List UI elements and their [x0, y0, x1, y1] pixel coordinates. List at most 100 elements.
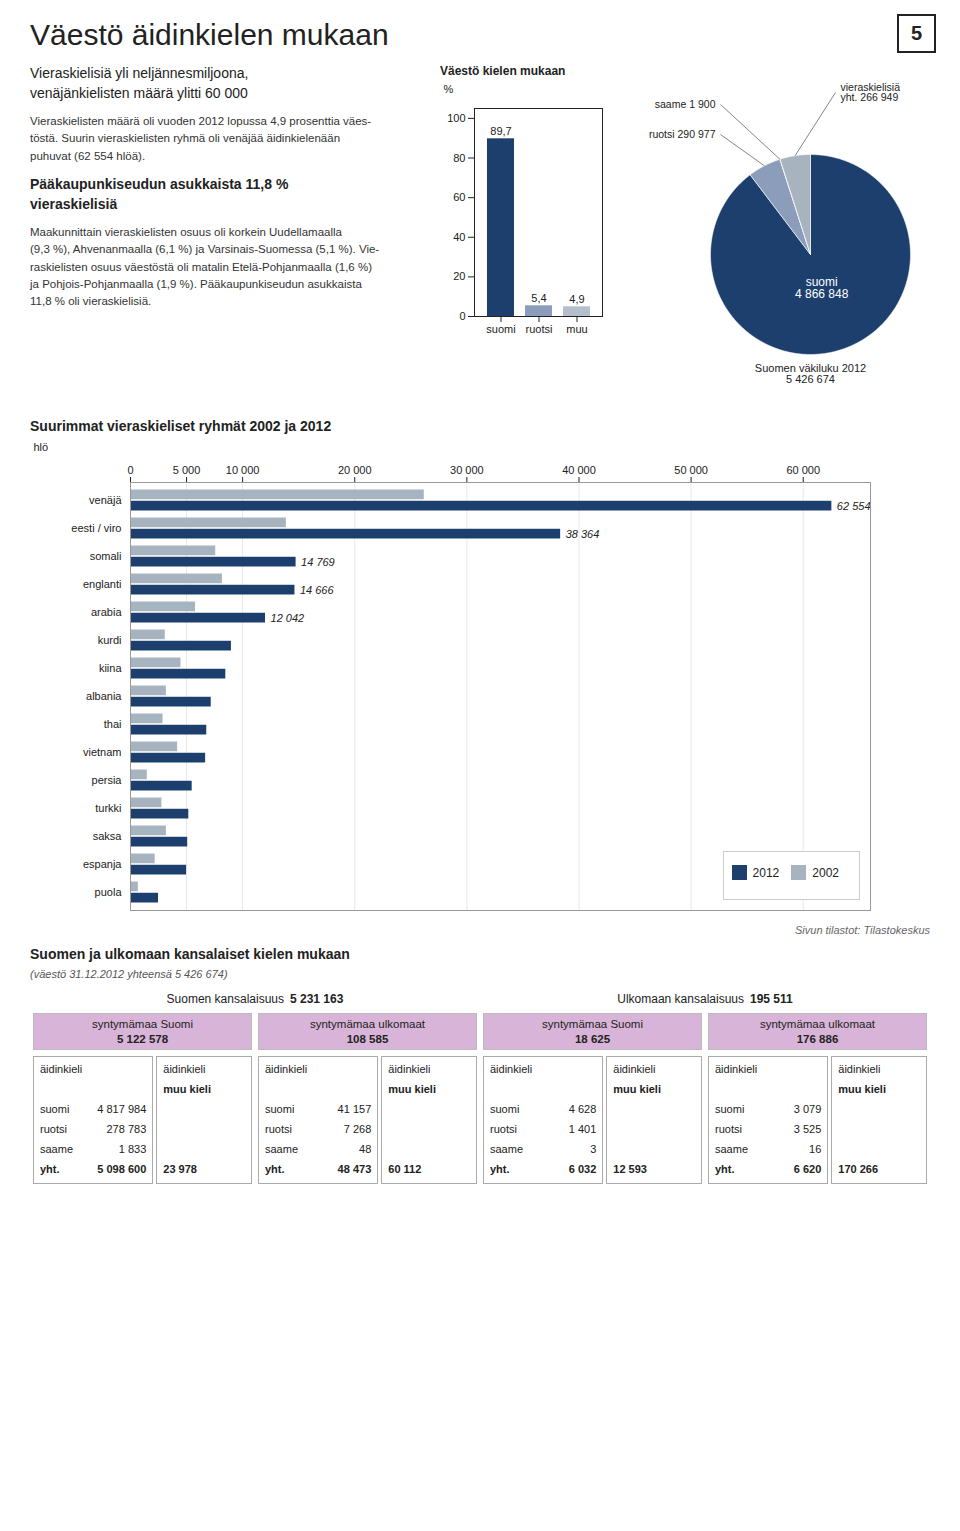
svg-text:89,7: 89,7: [490, 125, 511, 137]
svg-text:ruotsi: ruotsi: [526, 323, 553, 335]
html-text:41 157: 41 157: [337, 1103, 372, 1115]
html-text:yht.: yht.: [265, 1163, 285, 1175]
html-text:syntymämaa ulkomaat: syntymämaa ulkomaat: [310, 1018, 425, 1030]
html-text:4 817 984: 4 817 984: [97, 1103, 147, 1115]
svg-text:20 000: 20 000: [338, 464, 372, 476]
svg-text:100: 100: [447, 112, 465, 124]
svg-text:turkki: turkki: [95, 802, 121, 814]
html-text:60 112: 60 112: [388, 1163, 422, 1175]
html-text:Suomen kansalaisuus: Suomen kansalaisuus: [166, 992, 284, 1006]
html-text:ruotsi: ruotsi: [265, 1123, 292, 1135]
html-text:Väestö äidinkielen mukaan: Väestö äidinkielen mukaan: [30, 18, 389, 51]
html-text:äidinkieli: äidinkieli: [490, 1063, 533, 1075]
html-text:yht.: yht.: [40, 1163, 60, 1175]
html-text:Sivun tilastot: Tilastokeskus: Sivun tilastot: Tilastokeskus: [795, 924, 930, 936]
html-text:48: 48: [359, 1143, 372, 1155]
html-text:5 098 600: 5 098 600: [97, 1163, 147, 1175]
html-text:48 473: 48 473: [337, 1163, 372, 1175]
html-text:Vieraskielisten määrä oli vuod: Vieraskielisten määrä oli vuoden 2012 lo…: [30, 115, 372, 162]
svg-text:kiina: kiina: [99, 662, 123, 674]
html-text:176 886: 176 886: [796, 1033, 839, 1045]
svg-text:suomi: suomi: [486, 323, 515, 335]
svg-text:espanja: espanja: [83, 858, 122, 870]
svg-text:0: 0: [459, 310, 465, 322]
svg-text:vietnam: vietnam: [83, 746, 122, 758]
html-text:Suurimmat vieraskieliset ryhmä: Suurimmat vieraskieliset ryhmät 2002 ja …: [30, 418, 332, 434]
html-text:äidinkieli: äidinkieli: [388, 1063, 431, 1075]
html-text:Ulkomaan kansalaisuus: Ulkomaan kansalaisuus: [617, 992, 744, 1006]
html-text:195 511: 195 511: [750, 992, 793, 1006]
html-text:muu kieli: muu kieli: [163, 1083, 211, 1095]
svg-text:20: 20: [453, 270, 465, 282]
svg-text:eesti / viro: eesti / viro: [71, 522, 121, 534]
svg-text:30 000: 30 000: [450, 464, 484, 476]
svg-text:Suomen väkiluku 20125 426 674: Suomen väkiluku 20125 426 674: [755, 362, 866, 385]
html-text:1 833: 1 833: [118, 1143, 147, 1155]
html-text:Vieraskielisiä yli neljännesmi: Vieraskielisiä yli neljännesmiljoona, ve…: [30, 65, 249, 101]
html-text:23 978: 23 978: [163, 1163, 197, 1175]
html-text:ruotsi: ruotsi: [490, 1123, 517, 1135]
svg-text:suomi4 866 848: suomi4 866 848: [795, 275, 849, 301]
svg-text:5 000: 5 000: [173, 464, 201, 476]
svg-text:10 000: 10 000: [226, 464, 260, 476]
html-text:Maakunnittain vieraskielisten: Maakunnittain vieraskielisten osuus oli …: [30, 226, 380, 308]
html-text:(väestö 31.12.2012 yhteensä 5: (väestö 31.12.2012 yhteensä 5 426 674): [30, 968, 228, 980]
html-text:Pääkaupunkiseudun asukkaista 1: Pääkaupunkiseudun asukkaista 11,8 % vier…: [30, 175, 289, 212]
svg-text:80: 80: [453, 152, 465, 164]
svg-text:4,9: 4,9: [569, 293, 584, 305]
html-text:saame: saame: [40, 1143, 73, 1155]
svg-text:puola: puola: [95, 886, 123, 898]
svg-text:kurdi: kurdi: [98, 634, 122, 646]
html-text:suomi: suomi: [40, 1103, 70, 1115]
svg-text:0: 0: [127, 464, 133, 476]
svg-text:arabia: arabia: [91, 606, 122, 618]
svg-text:vieraskielisiäyht. 266 949: vieraskielisiäyht. 266 949: [841, 81, 901, 104]
svg-text:hlö: hlö: [34, 441, 49, 453]
svg-text:muu: muu: [566, 323, 587, 335]
svg-text:5,4: 5,4: [531, 292, 546, 304]
html-text:suomi: suomi: [490, 1103, 520, 1115]
html-text:suomi: suomi: [265, 1103, 295, 1115]
html-text:äidinkieli: äidinkieli: [265, 1063, 308, 1075]
html-text:Suomen ja ulkomaan kansalaiset: Suomen ja ulkomaan kansalaiset kielen mu…: [30, 946, 350, 962]
html-text:syntymämaa Suomi: syntymämaa Suomi: [92, 1018, 193, 1030]
svg-text:englanti: englanti: [83, 578, 122, 590]
html-text:5 231 163: 5 231 163: [290, 992, 344, 1006]
svg-text:62 554: 62 554: [837, 500, 871, 512]
svg-text:thai: thai: [104, 718, 122, 730]
html-text:äidinkieli: äidinkieli: [163, 1063, 206, 1075]
svg-text:14 769: 14 769: [301, 556, 335, 568]
html-text:4 628: 4 628: [568, 1103, 597, 1115]
svg-text:60: 60: [453, 191, 465, 203]
html-text:äidinkieli: äidinkieli: [40, 1063, 83, 1075]
html-text:18 625: 18 625: [574, 1033, 611, 1045]
svg-text:persia: persia: [92, 774, 123, 786]
svg-text:50 000: 50 000: [674, 464, 708, 476]
html-text:5: 5: [910, 22, 922, 44]
svg-text:12 042: 12 042: [271, 612, 305, 624]
html-text:7 268: 7 268: [343, 1123, 372, 1135]
html-text:ruotsi: ruotsi: [40, 1123, 67, 1135]
svg-text:saame 1 900: saame 1 900: [655, 98, 716, 110]
svg-text:ruotsi 290 977: ruotsi 290 977: [649, 128, 716, 140]
svg-text:venäjä: venäjä: [89, 494, 122, 506]
svg-text:38 364: 38 364: [566, 528, 600, 540]
html-text:5 122 578: 5 122 578: [116, 1033, 169, 1045]
html-text:108 585: 108 585: [346, 1033, 389, 1045]
html-text:syntymämaa Suomi: syntymämaa Suomi: [542, 1018, 643, 1030]
html-text:278 783: 278 783: [106, 1123, 147, 1135]
svg-text:saksa: saksa: [93, 830, 123, 842]
html-text:muu kieli: muu kieli: [388, 1083, 436, 1095]
html-text:Väestö kielen mukaan: Väestö kielen mukaan: [440, 64, 566, 78]
svg-text:60 000: 60 000: [786, 464, 820, 476]
html-text:2012: 2012: [752, 865, 780, 880]
html-text:syntymämaa ulkomaat: syntymämaa ulkomaat: [760, 1018, 875, 1030]
svg-text:somali: somali: [90, 550, 122, 562]
svg-text:14 666: 14 666: [300, 584, 335, 596]
html-text:saame: saame: [265, 1143, 298, 1155]
html-text:2002: 2002: [812, 865, 839, 880]
svg-text:albania: albania: [86, 690, 122, 702]
svg-text:40 000: 40 000: [562, 464, 596, 476]
svg-text:40: 40: [453, 231, 465, 243]
svg-text:%: %: [444, 83, 454, 95]
